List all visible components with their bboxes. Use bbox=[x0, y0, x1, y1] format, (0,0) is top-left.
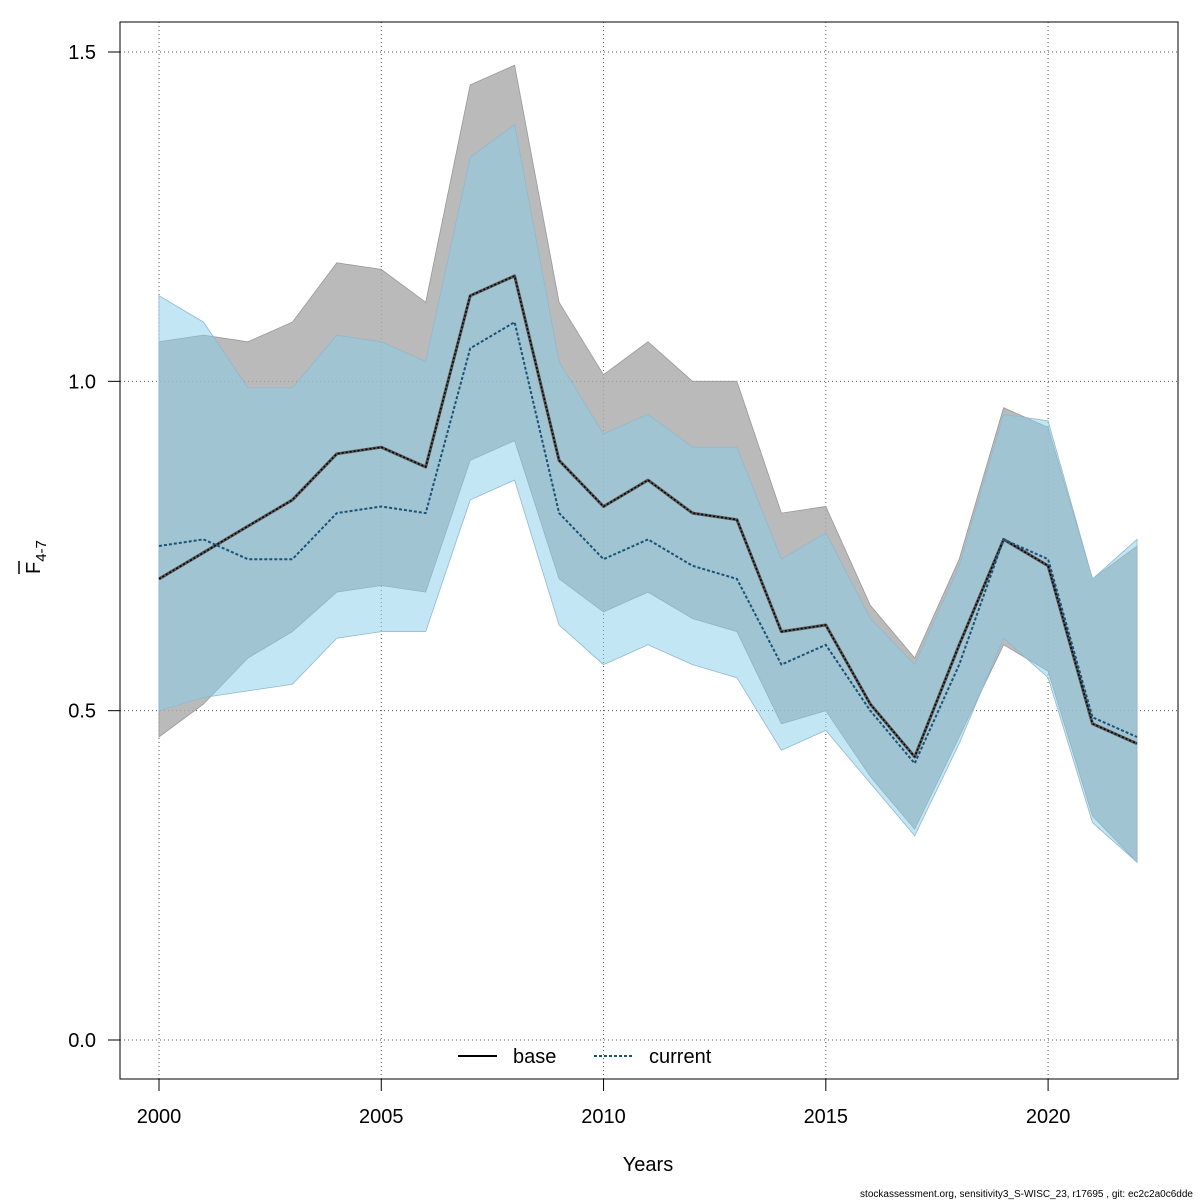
footer-note: stockassessment.org, sensitivity3_S-WISC… bbox=[860, 1189, 1193, 1200]
x-tick-label: 2010 bbox=[581, 1106, 626, 1128]
y-axis-title-base: F bbox=[23, 562, 45, 574]
y-tick-label: 0.5 bbox=[68, 701, 96, 723]
legend-label-base: base bbox=[513, 1046, 556, 1068]
confidence-band-current bbox=[158, 123, 1138, 864]
y-tick-label: 0.0 bbox=[68, 1030, 96, 1052]
x-tick-label: 2000 bbox=[137, 1106, 182, 1128]
series-lines bbox=[158, 274, 1138, 765]
y-tick-label: 1.5 bbox=[68, 42, 96, 64]
series-line-base bbox=[158, 275, 1138, 758]
x-tick-label: 2015 bbox=[804, 1106, 849, 1128]
y-axis-title-text: F4-7 bbox=[23, 540, 50, 574]
confidence-bands bbox=[158, 64, 1138, 864]
x-axis-title: Years bbox=[623, 1154, 673, 1176]
axes: 2000 2005 2010 2015 2020 0.0 0.5 1.0 1.5 bbox=[68, 42, 1137, 1128]
legend-label-current: current bbox=[649, 1046, 712, 1068]
y-tick-label: 1.0 bbox=[68, 371, 96, 393]
x-tick-label: 2005 bbox=[359, 1106, 404, 1128]
y-axis-title: F4-7 bbox=[18, 540, 50, 574]
x-tick-label: 2020 bbox=[1026, 1106, 1071, 1128]
series-line-current bbox=[158, 321, 1138, 765]
legend: base current bbox=[458, 1046, 712, 1068]
y-axis-title-subscript: 4-7 bbox=[33, 540, 50, 562]
